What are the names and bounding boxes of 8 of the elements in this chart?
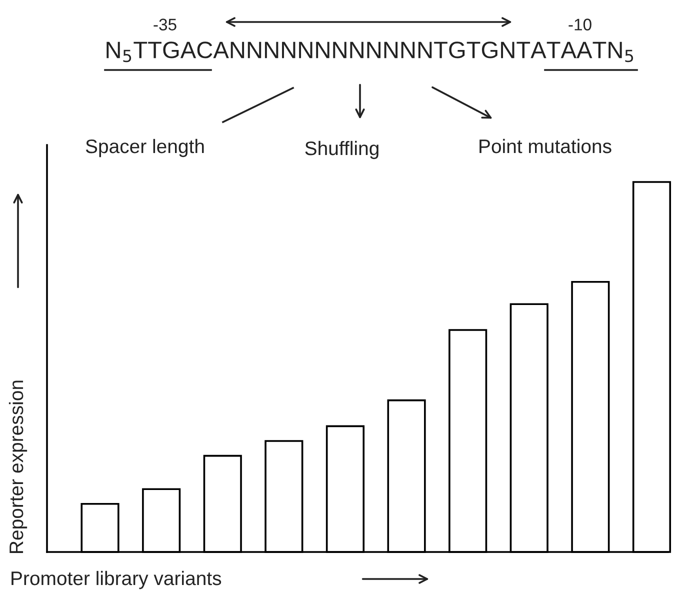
text: -10 [568, 18, 592, 30]
x-axis-title: Promoter library variants [12, 570, 222, 590]
text: Shuffling [305, 140, 378, 160]
y-axis-title: Reporter expression [8, 380, 28, 553]
text: Spacer length [86, 138, 204, 158]
text: Point mutations [480, 138, 612, 154]
text: N$_{5}$TTGACANNNNNNNNNNNNTGTGNTATAATN$_{5}$ [106, 42, 634, 62]
text: -35 [154, 18, 176, 30]
